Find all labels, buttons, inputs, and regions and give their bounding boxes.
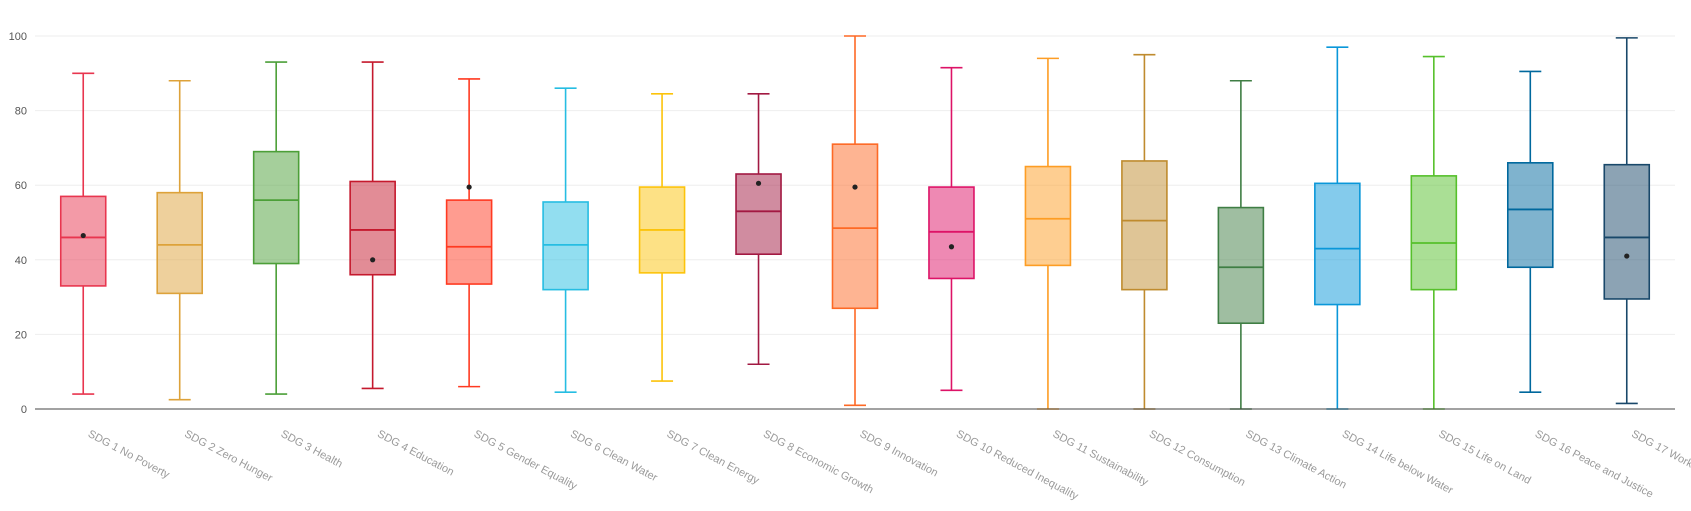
box-1[interactable] xyxy=(59,72,107,395)
x-category-label: SDG 15 Life on Land xyxy=(1436,428,1532,487)
box-8[interactable] xyxy=(735,93,782,366)
mean-point xyxy=(948,244,955,250)
y-tick-label: 0 xyxy=(21,404,27,416)
mean-point xyxy=(852,184,858,190)
x-category-label: SDG 11 Sustainability xyxy=(1051,428,1151,489)
box-7[interactable] xyxy=(638,93,686,382)
box-13[interactable] xyxy=(1217,79,1265,410)
x-category-label: SDG 9 Innovation xyxy=(858,428,940,479)
iqr-box xyxy=(928,186,975,280)
iqr-box xyxy=(156,191,204,295)
box-10[interactable] xyxy=(928,66,975,392)
mean-point xyxy=(755,180,762,186)
iqr-box xyxy=(1603,163,1651,300)
y-tick-label: 80 xyxy=(15,106,27,118)
iqr-box xyxy=(1410,175,1458,291)
iqr-box xyxy=(445,199,493,285)
box-9[interactable] xyxy=(831,35,879,407)
mean-point xyxy=(370,257,376,263)
box-12[interactable] xyxy=(1121,53,1168,410)
x-category-label: SDG 4 Education xyxy=(375,428,456,479)
boxes xyxy=(59,35,1651,410)
y-tick-label: 20 xyxy=(15,329,27,341)
y-tick-label: 100 xyxy=(9,31,27,43)
x-category-label: SDG 3 Health xyxy=(279,428,345,470)
box-14[interactable] xyxy=(1314,46,1361,410)
x-category-label: SDG 1 No Poverty xyxy=(86,428,172,481)
box-15[interactable] xyxy=(1410,55,1458,410)
x-category-label: SDG 7 Clean Energy xyxy=(665,428,762,487)
y-tick-label: 60 xyxy=(15,180,27,192)
iqr-box xyxy=(735,173,782,256)
x-category-label: SDG 12 Consumption xyxy=(1147,428,1247,489)
iqr-box xyxy=(1217,206,1265,325)
box-17[interactable] xyxy=(1603,37,1651,405)
x-axis: SDG 1 No Poverty SDG 2 Zero Hunger SDG 3 H… xyxy=(86,428,1691,503)
iqr-box xyxy=(1314,182,1361,306)
x-category-label: SDG 2 Zero Hunger xyxy=(182,428,274,485)
mean-point xyxy=(1624,253,1630,259)
box-11[interactable] xyxy=(1024,57,1072,410)
box-2[interactable] xyxy=(156,79,204,401)
box-3[interactable] xyxy=(252,61,300,395)
x-category-label: SDG 13 Climate Action xyxy=(1243,428,1348,491)
box-4[interactable] xyxy=(349,61,396,390)
box-5[interactable] xyxy=(445,78,493,388)
iqr-box xyxy=(1121,160,1168,291)
iqr-box xyxy=(1024,165,1072,267)
iqr-box xyxy=(542,201,589,291)
iqr-box xyxy=(831,143,879,310)
mean-point xyxy=(80,232,86,239)
mean-point xyxy=(466,184,472,190)
iqr-box xyxy=(252,150,300,265)
x-category-label: SDG 5 Gender Equality xyxy=(472,428,580,493)
y-tick-label: 40 xyxy=(15,255,27,267)
y-axis: 0 20 40 60 80 100 xyxy=(9,31,27,416)
box-6[interactable] xyxy=(542,87,589,394)
x-category-label: SDG 6 Clean Water xyxy=(568,428,659,484)
iqr-box xyxy=(59,195,107,287)
box-16[interactable] xyxy=(1506,70,1554,394)
iqr-box xyxy=(1506,162,1554,269)
